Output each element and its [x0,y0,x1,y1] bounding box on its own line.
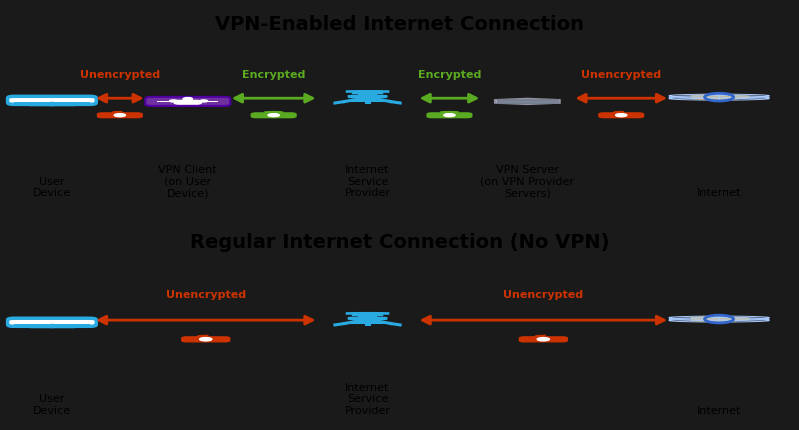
Text: User
Device: User Device [33,393,71,415]
Text: Internet
Service
Provider: Internet Service Provider [344,382,391,415]
Ellipse shape [691,98,723,100]
FancyBboxPatch shape [8,97,96,105]
Text: Unencrypted: Unencrypted [503,289,583,299]
Ellipse shape [691,317,731,320]
Ellipse shape [691,319,723,321]
Text: Unencrypted: Unencrypted [581,70,662,80]
Ellipse shape [715,98,739,100]
Circle shape [185,102,191,104]
Text: Unencrypted: Unencrypted [80,70,160,80]
FancyBboxPatch shape [497,103,558,104]
FancyBboxPatch shape [497,102,558,103]
Circle shape [200,101,208,103]
Text: User
Device: User Device [33,176,71,198]
Circle shape [268,114,280,117]
Circle shape [200,338,212,341]
Circle shape [114,114,125,117]
Circle shape [615,114,627,117]
FancyBboxPatch shape [497,100,558,101]
Circle shape [705,94,733,102]
Circle shape [169,101,177,103]
Text: Regular Internet Connection (No VPN): Regular Internet Connection (No VPN) [189,232,610,251]
FancyBboxPatch shape [97,114,142,118]
Circle shape [362,317,373,320]
Text: Internet: Internet [697,188,741,198]
Text: Encrypted: Encrypted [418,70,481,80]
Circle shape [537,338,550,341]
Circle shape [183,98,193,101]
FancyBboxPatch shape [182,337,230,342]
Ellipse shape [721,318,749,320]
FancyBboxPatch shape [8,319,96,326]
FancyBboxPatch shape [157,101,218,102]
Ellipse shape [721,96,749,99]
FancyBboxPatch shape [427,114,471,118]
Text: VPN Server
(on VPN Provider
Servers): VPN Server (on VPN Provider Servers) [480,165,574,198]
FancyBboxPatch shape [599,114,644,118]
Text: VPN-Enabled Internet Connection: VPN-Enabled Internet Connection [215,15,584,34]
FancyBboxPatch shape [145,98,230,107]
Ellipse shape [715,319,739,321]
Circle shape [705,316,733,323]
Text: VPN Client
(on User
Device): VPN Client (on User Device) [158,165,217,198]
Text: Unencrypted: Unencrypted [165,289,246,299]
FancyBboxPatch shape [497,101,558,102]
Text: Internet
Service
Provider: Internet Service Provider [344,165,391,198]
Polygon shape [495,99,560,105]
FancyBboxPatch shape [174,101,201,105]
Ellipse shape [691,96,731,98]
Circle shape [443,114,455,117]
FancyBboxPatch shape [251,114,296,118]
FancyBboxPatch shape [519,337,567,342]
Text: Encrypted: Encrypted [242,70,305,80]
Text: Internet: Internet [697,405,741,415]
Circle shape [362,96,373,98]
